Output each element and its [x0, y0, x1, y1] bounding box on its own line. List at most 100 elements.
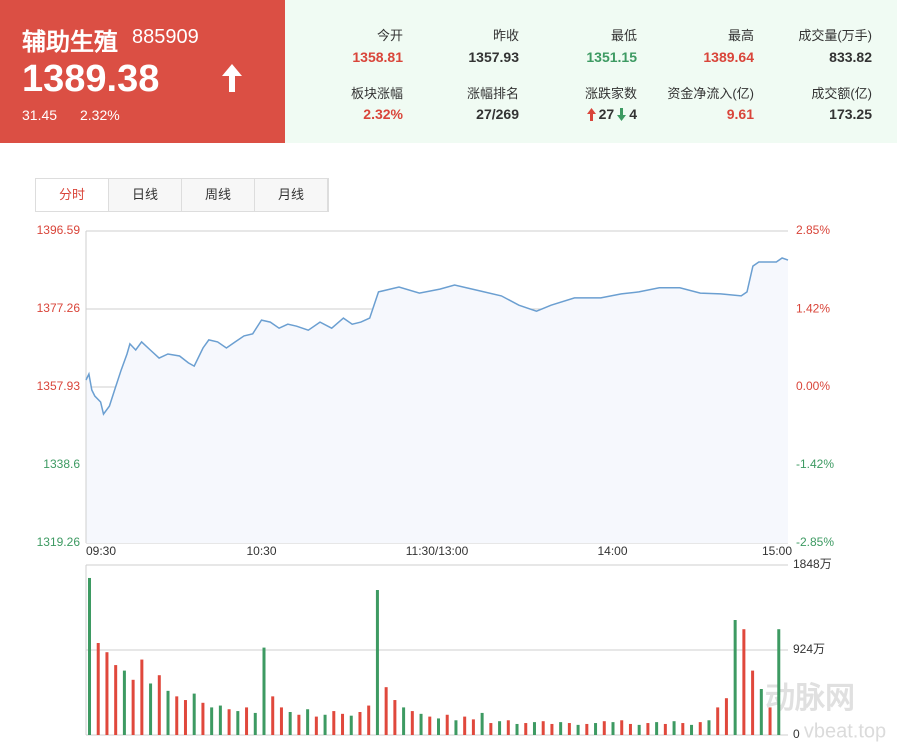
volume-bar	[236, 711, 240, 735]
volume-bar	[201, 702, 205, 735]
volume-bar	[175, 696, 179, 735]
volume-bar	[192, 693, 196, 735]
volume-bar	[358, 712, 362, 735]
volume-bar	[454, 720, 458, 735]
volume-bar	[245, 707, 249, 735]
sector-code: 885909	[132, 26, 199, 48]
x-tick-label: 09:30	[86, 544, 116, 558]
volume-bar	[742, 629, 746, 735]
volume-bar	[620, 720, 624, 735]
stat-label: 今开	[376, 28, 403, 43]
volume-bar	[585, 723, 589, 735]
price-area	[86, 258, 788, 543]
volume-bar	[751, 670, 755, 735]
volume-bar	[410, 711, 414, 735]
volume-bar	[594, 723, 598, 735]
change-pct: 2.32%	[80, 107, 120, 123]
volume-bar	[515, 723, 519, 735]
stat-label: 最高	[727, 28, 754, 43]
volume-bar	[602, 721, 606, 735]
volume-bar	[349, 715, 353, 735]
volume-bar	[567, 723, 571, 735]
volume-bar	[707, 720, 711, 735]
volume-bar	[149, 683, 153, 735]
stat-value: 833.82	[829, 49, 872, 65]
volume-bar	[157, 675, 161, 735]
volume-bar	[384, 687, 388, 735]
volume-bar	[777, 629, 781, 735]
x-tick-label: 10:30	[246, 544, 276, 558]
up-arrow	[586, 107, 596, 121]
volume-bar	[463, 716, 467, 735]
volume-bar	[314, 716, 318, 735]
volume-bar	[88, 577, 91, 735]
volume-bar	[724, 698, 728, 735]
stat-label: 涨跌家数	[584, 86, 637, 101]
volume-bar	[489, 723, 493, 735]
stats: 今开 1358.81 昨收 1357.93 最低 1351.15 最高 1389.64 成交量(…	[285, 0, 897, 143]
stat-label: 成交量(万手)	[798, 28, 872, 43]
y2-tick-label: 2.85%	[796, 223, 830, 237]
tab[interactable]: 周线	[182, 179, 255, 211]
volume-bar	[183, 700, 187, 735]
x-tick-label: 14:00	[597, 544, 627, 558]
volume-bar	[559, 722, 563, 735]
volume-bar	[122, 670, 126, 735]
volume-bar	[105, 652, 109, 735]
stat-label: 最低	[610, 28, 637, 43]
y-tick-label: 1377.26	[37, 301, 81, 315]
volume-bar	[288, 712, 292, 735]
y2-tick-label: -1.42%	[796, 457, 834, 471]
stat-label: 涨幅排名	[466, 86, 519, 101]
volume-bar	[628, 723, 632, 735]
volume-bar	[332, 711, 336, 735]
up-count: 27	[598, 106, 615, 122]
volume-bar	[506, 720, 510, 735]
volume-bar	[663, 723, 667, 735]
y2-tick-label: 1.42%	[796, 301, 830, 315]
volume-bar	[306, 709, 310, 735]
volume-bar	[690, 724, 694, 735]
y-tick-label: 1848万	[793, 557, 832, 571]
stat-label: 成交额(亿)	[811, 86, 872, 101]
tabs[interactable]: 分时 日线 周线 月线	[35, 178, 329, 212]
volume-bar	[166, 690, 170, 735]
up-arrow	[222, 64, 242, 92]
volume-bar	[393, 700, 397, 735]
volume-bar	[375, 590, 379, 735]
volume-bar	[576, 724, 580, 735]
volume-bar	[140, 659, 144, 735]
tab[interactable]: 月线	[255, 179, 328, 211]
volume-bar	[716, 707, 720, 735]
stat-updown: 27 4	[586, 106, 637, 122]
volume-bar	[637, 724, 641, 735]
price: 1389.38	[22, 58, 160, 100]
y-tick-label: 1396.59	[37, 223, 81, 237]
volume-bar	[733, 620, 737, 735]
stat-value: 9.61	[726, 106, 754, 122]
stat-value: 2.32%	[363, 106, 403, 122]
volume-bar	[759, 689, 763, 735]
change: 31.45	[22, 107, 58, 123]
stat-value: 1358.81	[352, 49, 403, 65]
x-tick-label: 11:30/13:00	[406, 544, 469, 558]
volume-bar	[532, 722, 536, 735]
y2-tick-label: 0.00%	[796, 379, 830, 393]
y-tick-label: 1338.6	[43, 457, 80, 471]
volume-bar	[480, 712, 484, 735]
stat-label: 板块涨幅	[350, 86, 403, 101]
volume-bar	[218, 705, 222, 735]
stat-value: 1351.15	[586, 49, 637, 65]
volume-bar	[271, 696, 275, 735]
tab[interactable]: 日线	[109, 179, 182, 211]
y-tick-label: 924万	[793, 642, 825, 656]
volume-bar	[227, 709, 231, 735]
volume-bar	[323, 714, 327, 735]
volume-bar	[498, 721, 502, 735]
header: 辅助生殖 885909 1389.38 31.45 2.32%	[0, 0, 285, 143]
volume-bar	[402, 707, 406, 735]
tab[interactable]: 分时	[36, 179, 109, 211]
volume-bar	[445, 714, 449, 735]
stat-label: 资金净流入(亿)	[667, 86, 754, 101]
